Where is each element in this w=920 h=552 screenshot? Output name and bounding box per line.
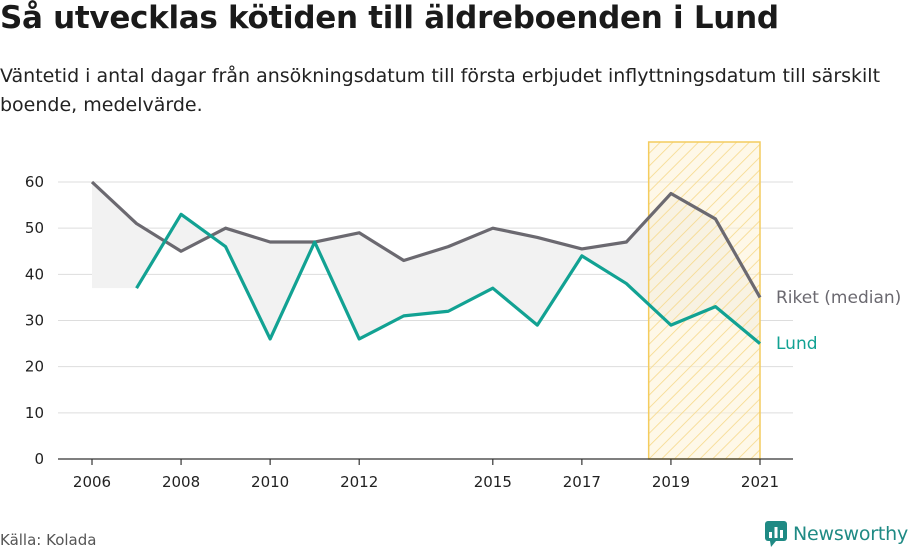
x-tick-label: 2021 [741,473,779,491]
highlight-hatch [647,141,761,460]
data-point-lund [313,240,317,244]
series-line-lund [135,212,762,345]
x-tick-label: 2017 [563,473,601,491]
x-tick-label: 2015 [474,473,512,491]
y-tick-label: 40 [25,265,44,283]
x-tick-label: 2019 [652,473,690,491]
data-point-riket [624,240,628,244]
data-point-lund [446,309,450,313]
y-tick-label: 50 [25,219,44,237]
chart-title: Så utvecklas kötiden till äldreboenden i… [0,0,779,36]
y-tick-label: 10 [25,404,44,422]
difference-area [92,182,760,344]
x-tick-label: 2008 [162,473,200,491]
chart-subtitle: Väntetid i antal dagar från ansökningsda… [0,65,881,116]
data-point-lund [535,323,539,327]
brand-logo[interactable]: Newsworthy [765,521,908,547]
data-point-riket [135,222,139,226]
highlight-region [647,141,761,460]
data-point-riket [402,258,406,262]
series-labels: Riket (median) Lund [776,288,901,354]
series-label-riket: Riket (median) [776,288,901,308]
x-tick-label: 2006 [73,473,111,491]
data-point-riket [90,180,94,184]
series-label-lund: Lund [776,334,818,354]
data-point-lund [491,286,495,290]
y-tick-label: 30 [25,312,44,330]
axes: 0 10 20 30 40 50 60 2006 2008 2010 2012 2015 2017 201… [25,173,793,491]
data-point-lund [624,282,628,286]
data-point-riket [580,247,584,251]
source-note: Källa: Kolada [0,531,97,549]
data-point-lund [758,342,762,346]
data-point-lund [713,305,717,309]
data-point-riket [179,249,183,253]
x-tick-label: 2010 [251,473,289,491]
y-tick-label: 0 [34,450,44,468]
data-point-riket [491,226,495,230]
data-point-riket [669,192,673,196]
data-point-lund [357,337,361,341]
data-point-lund [135,286,139,290]
data-point-lund [268,337,272,341]
data-point-riket [357,231,361,235]
x-tick-label: 2012 [340,473,378,491]
data-point-lund [669,323,673,327]
data-point-lund [402,314,406,318]
data-point-riket [446,245,450,249]
y-tick-label: 60 [25,173,44,191]
series-lines [90,180,762,346]
series-line-riket [90,180,762,299]
data-point-riket [713,217,717,221]
difference-band [92,182,760,344]
data-point-lund [224,245,228,249]
data-point-lund [580,254,584,258]
data-point-lund [179,212,183,216]
bar-chart-icon [765,521,787,547]
data-point-riket [224,226,228,230]
brand-name: Newsworthy [793,523,909,545]
data-point-riket [268,240,272,244]
y-tick-label: 20 [25,358,44,376]
data-point-riket [758,295,762,299]
data-point-riket [535,235,539,239]
